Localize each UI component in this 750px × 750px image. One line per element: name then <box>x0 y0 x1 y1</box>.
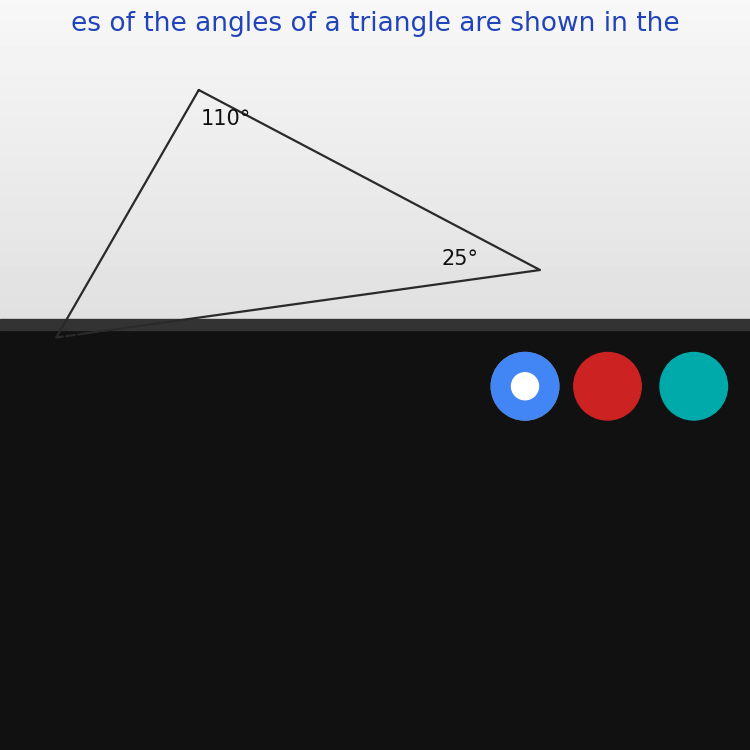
Bar <box>0 0 750 319</box>
Text: es of the angles of a triangle are shown in the: es of the angles of a triangle are shown… <box>70 11 680 38</box>
Circle shape <box>512 373 538 400</box>
Text: 110°: 110° <box>201 109 251 129</box>
Circle shape <box>660 352 728 420</box>
Bar <box>0 319 750 330</box>
Circle shape <box>574 352 641 420</box>
Text: 25°: 25° <box>442 249 479 268</box>
Circle shape <box>491 352 559 420</box>
Text: (2x-1)°: (2x-1)° <box>62 332 124 350</box>
Circle shape <box>491 352 559 420</box>
